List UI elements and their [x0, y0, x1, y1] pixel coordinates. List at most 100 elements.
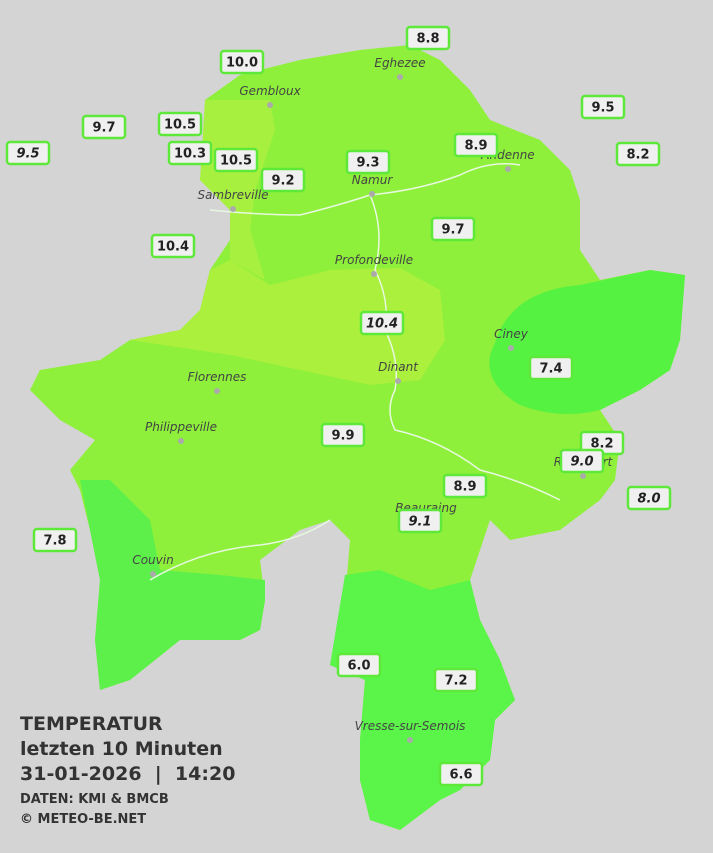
station-value: 8.8: [416, 32, 439, 47]
station-value: 9.9: [331, 429, 354, 444]
city-label: Florennes: [188, 370, 247, 384]
city-dot: [267, 102, 273, 108]
station-value: 6.6: [449, 768, 472, 783]
city-dot: [369, 191, 375, 197]
city-dot: [508, 345, 514, 351]
station: 8.9: [453, 132, 499, 158]
station-value: 8.2: [590, 437, 613, 452]
station-box: [559, 448, 605, 474]
station: 10.0: [219, 49, 265, 75]
station: 9.7: [81, 114, 127, 140]
station-value: 6.0: [347, 659, 370, 674]
station-value: 10.4: [157, 240, 189, 255]
station-value: 10.3: [174, 147, 206, 162]
zone-warm-north: [200, 100, 275, 280]
station: 8.2: [615, 141, 661, 167]
station: 10.4: [150, 233, 196, 259]
city-label: Sambreville: [197, 188, 268, 202]
datetime: 31-01-2026 | 14:20: [20, 763, 235, 785]
station-value: 7.8: [43, 534, 66, 549]
subtitle: letzten 10 Minuten: [20, 738, 223, 760]
station-value: 9.5: [16, 147, 39, 162]
station: 6.0: [336, 652, 382, 678]
station-box: [442, 473, 488, 499]
station: 8.2: [579, 430, 625, 456]
station-box: [359, 310, 405, 336]
station: 6.6: [438, 761, 484, 787]
station-box: [438, 761, 484, 787]
city-label: Ciney: [494, 327, 529, 341]
station-box: [150, 233, 196, 259]
station-value: 10.0: [226, 56, 258, 71]
station-box: [167, 140, 213, 166]
station-box: [405, 25, 451, 51]
station-value: 10.4: [366, 317, 398, 332]
station: 7.2: [433, 667, 479, 693]
zone-cool-couvin: [80, 480, 265, 690]
station-box: [336, 652, 382, 678]
station: 8.0: [626, 485, 672, 511]
station: 10.5: [213, 147, 259, 173]
station-value: 8.9: [464, 139, 487, 154]
station-value: 8.9: [453, 480, 476, 495]
station-box: [345, 149, 391, 175]
city-label: Eghezee: [374, 56, 425, 70]
station-value: 9.7: [92, 121, 115, 136]
station: 10.4: [359, 310, 405, 336]
station: 9.3: [345, 149, 391, 175]
city-dot: [150, 571, 156, 577]
station: 9.5: [580, 94, 626, 120]
station: 9.0: [559, 448, 605, 474]
station: 7.8: [32, 527, 78, 553]
station-box: [626, 485, 672, 511]
zone-warm-center: [130, 260, 445, 385]
city-dot: [505, 166, 511, 172]
city-label: Vresse-sur-Semois: [355, 719, 466, 733]
station: 8.9: [442, 473, 488, 499]
station: 9.1: [397, 508, 443, 534]
station: 9.5: [5, 140, 51, 166]
station-value: 9.3: [356, 156, 379, 171]
station-box: [157, 111, 203, 137]
city-dot: [214, 388, 220, 394]
station-box: [260, 167, 306, 193]
station: 10.5: [157, 111, 203, 137]
city-label: Namur: [352, 173, 394, 187]
station-box: [580, 94, 626, 120]
station-box: [430, 216, 476, 242]
station-value: 9.5: [591, 101, 614, 116]
station-value: 8.2: [626, 148, 649, 163]
station: 7.4: [528, 355, 574, 381]
station-box: [397, 508, 443, 534]
city-dot: [178, 438, 184, 444]
station-value: 10.5: [220, 154, 252, 169]
city-dot: [397, 74, 403, 80]
station-value: 9.2: [271, 174, 294, 189]
copyright: © METEO-BE.NET: [20, 812, 146, 827]
station-value: 10.5: [164, 118, 196, 133]
city-dot: [371, 271, 377, 277]
station-box: [433, 667, 479, 693]
station: 10.3: [167, 140, 213, 166]
station-value: 7.4: [539, 362, 562, 377]
city-dot: [395, 378, 401, 384]
station-box: [219, 49, 265, 75]
station-box: [320, 422, 366, 448]
station-box: [453, 132, 499, 158]
title: TEMPERATUR: [20, 713, 163, 735]
source: DATEN: KMI & BMCB: [20, 792, 169, 807]
station-box: [81, 114, 127, 140]
city-label: Couvin: [132, 553, 173, 567]
station: 9.2: [260, 167, 306, 193]
station: 9.9: [320, 422, 366, 448]
city-label: Dinant: [378, 360, 419, 374]
legend: TEMPERATUR letzten 10 Minuten 31-01-2026…: [20, 713, 235, 827]
station: 8.8: [405, 25, 451, 51]
station-box: [32, 527, 78, 553]
station-box: [5, 140, 51, 166]
station-box: [615, 141, 661, 167]
station-value: 9.0: [570, 455, 593, 470]
city-dot: [407, 737, 413, 743]
city-label: Gembloux: [239, 84, 301, 98]
